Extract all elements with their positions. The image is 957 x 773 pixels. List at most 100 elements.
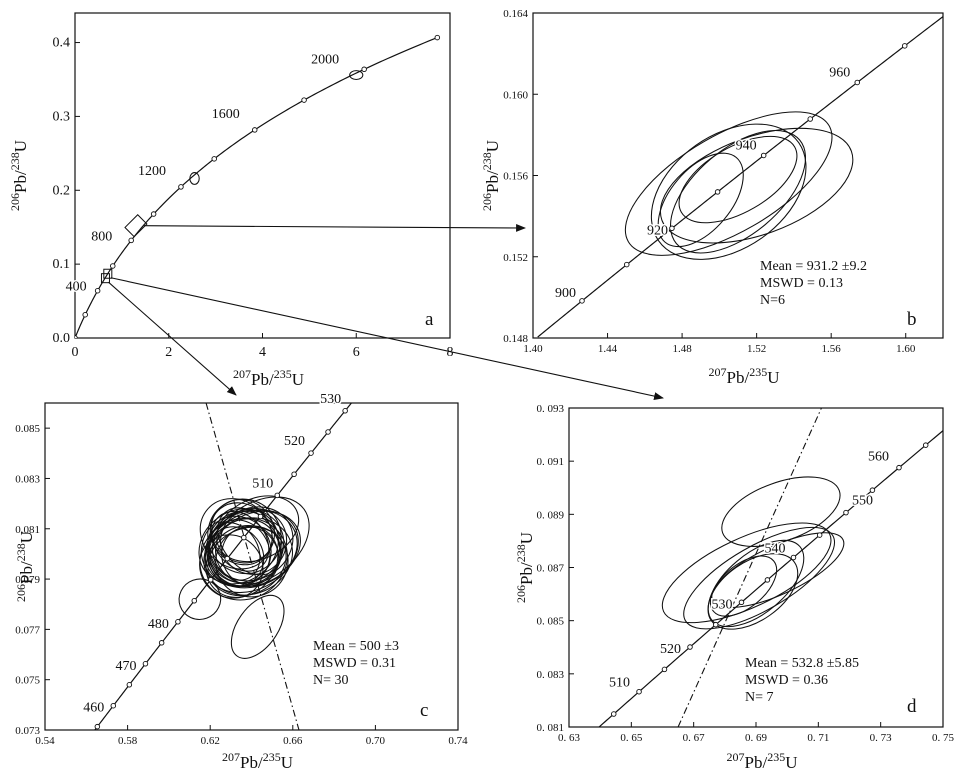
x-tick-label: 0. 71 <box>807 732 829 744</box>
panel-label: b <box>907 309 917 330</box>
stats-n: N= 30 <box>313 673 349 688</box>
error-ellipse <box>659 127 854 244</box>
x-axis-label: 207Pb/235U <box>709 365 780 387</box>
y-tick-label: 0.148 <box>503 333 528 345</box>
y-axis-label: 206Pb/238U <box>514 532 536 603</box>
zoom-arrow-c <box>108 281 237 396</box>
error-ellipse <box>211 511 270 572</box>
discordia-line <box>677 408 822 727</box>
age-label: 550 <box>852 494 873 509</box>
age-marker <box>636 688 642 695</box>
error-ellipse <box>650 123 807 260</box>
age-label: 1600 <box>212 107 240 122</box>
x-tick-label: 2 <box>165 345 172 360</box>
age-marker <box>128 237 134 244</box>
y-tick-label: 0.160 <box>503 89 528 101</box>
age-marker <box>901 43 908 49</box>
y-tick-label: 0.152 <box>503 252 528 264</box>
x-tick-label: 0. 75 <box>932 732 955 744</box>
error-ellipse <box>209 510 301 588</box>
y-tick-label: 0.3 <box>53 109 71 124</box>
error-ellipse <box>657 152 744 248</box>
age-marker <box>291 471 297 478</box>
error-ellipse <box>661 522 832 624</box>
error-ellipse <box>216 495 300 563</box>
age-label: 520 <box>284 434 305 449</box>
x-tick-label: 0.54 <box>35 735 55 747</box>
error-ellipse <box>709 555 778 617</box>
x-tick-label: 0.58 <box>118 735 138 747</box>
x-tick-label: 0. 69 <box>745 732 768 744</box>
age-marker <box>325 429 331 435</box>
age-label: 560 <box>868 450 889 465</box>
concordia-curve <box>75 37 438 338</box>
x-tick-label: 1.60 <box>896 343 916 355</box>
age-marker <box>764 577 771 583</box>
panel-a: 0 2 4 6 8 0.0 0.1 0.2 0.3 0.4 207Pb/235U 206Pb/238U… <box>8 12 454 389</box>
y-tick-label: 0.079 <box>15 574 40 586</box>
age-marker <box>301 97 307 103</box>
age-marker <box>342 408 348 414</box>
age-marker <box>175 619 181 625</box>
age-marker <box>308 450 314 456</box>
error-ellipse <box>198 508 279 585</box>
age-marker <box>251 127 258 133</box>
zoom-arrow-b <box>143 223 526 232</box>
age-label: 960 <box>829 65 850 80</box>
stats-mswd: MSWD = 0.36 <box>745 673 828 688</box>
x-tick-label: 0.62 <box>201 735 220 747</box>
error-ellipse <box>189 172 200 185</box>
age-label: 480 <box>148 617 169 632</box>
x-tick-label: 0.70 <box>366 735 386 747</box>
error-ellipse <box>707 553 799 630</box>
age-marker <box>142 661 149 667</box>
age-marker <box>712 621 719 628</box>
age-marker <box>816 532 823 538</box>
x-tick-label: 0.66 <box>283 735 303 747</box>
error-ellipse <box>207 509 285 584</box>
age-label: 510 <box>252 476 273 491</box>
age-label: 920 <box>647 223 668 238</box>
age-marker <box>150 211 157 217</box>
y-tick-label: 0. 083 <box>537 669 565 681</box>
zoom-box <box>103 268 113 279</box>
panel-label: c <box>420 700 428 721</box>
plot-area <box>537 15 943 338</box>
zoom-box <box>124 214 148 238</box>
age-marker <box>434 34 441 41</box>
y-axis-label: 206Pb/238U <box>480 140 502 211</box>
stats-mswd: MSWD = 0.31 <box>313 656 396 671</box>
age-marker <box>807 116 813 122</box>
x-tick-label: 0. 63 <box>558 732 581 744</box>
age-marker <box>869 487 876 493</box>
panel-d: 0. 63 0. 65 0. 67 0. 69 0. 71 0. 73 0. 75 0. 08… <box>514 403 955 772</box>
y-tick-label: 0. 087 <box>537 563 565 575</box>
age-marker <box>241 534 247 541</box>
x-tick-label: 0. 67 <box>683 732 706 744</box>
y-tick-label: 0. 089 <box>537 509 565 521</box>
age-marker <box>126 682 133 688</box>
age-marker <box>274 492 281 499</box>
age-marker <box>361 66 367 73</box>
y-tick-label: 0.081 <box>15 524 40 536</box>
y-tick-label: 0. 093 <box>537 403 565 415</box>
zoom-arrow-d <box>110 277 664 400</box>
error-ellipse <box>212 506 294 582</box>
error-ellipse <box>711 532 845 609</box>
y-tick-label: 0.0 <box>53 331 71 346</box>
y-tick-label: 0.073 <box>15 725 40 737</box>
y-axis-label: 206Pb/238U <box>8 140 30 211</box>
age-marker <box>843 509 849 516</box>
plot-area <box>75 34 441 338</box>
concordia-curve <box>537 15 943 338</box>
plot-frame <box>44 402 459 731</box>
error-ellipse <box>221 526 280 587</box>
age-label: 800 <box>91 229 112 244</box>
y-tick-label: 0.077 <box>15 624 40 636</box>
y-tick-label: 0. 081 <box>537 722 565 734</box>
stats-mean: Mean = 532.8 ±5.85 <box>745 656 859 671</box>
age-marker <box>687 644 693 650</box>
age-label: 510 <box>609 676 630 691</box>
age-marker <box>211 156 217 162</box>
